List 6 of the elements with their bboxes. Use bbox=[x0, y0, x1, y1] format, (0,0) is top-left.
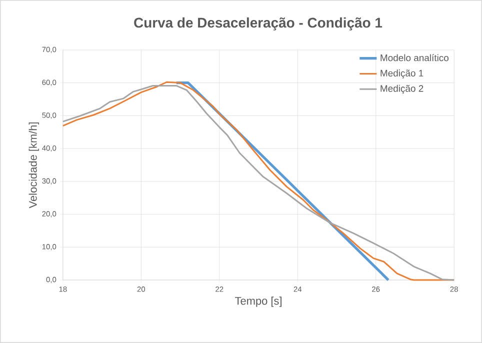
y-axis-title: Velocidade [km/h] bbox=[28, 122, 40, 208]
legend-label: Modelo analítico bbox=[380, 54, 448, 62]
x-axis-title: Tempo [s] bbox=[235, 296, 282, 307]
chart-title: Curva de Desaceleração - Condição 1 bbox=[134, 17, 382, 30]
legend-label: Medição 1 bbox=[380, 70, 424, 78]
legend-label: Medição 2 bbox=[380, 84, 424, 94]
